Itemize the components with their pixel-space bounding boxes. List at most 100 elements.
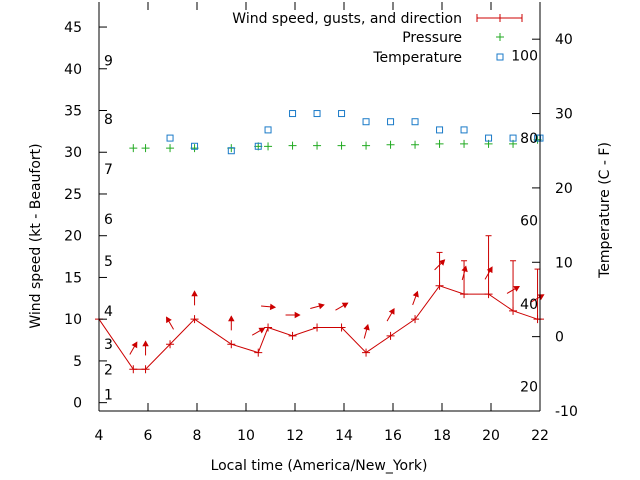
fahrenheit-label: 100 (511, 49, 538, 65)
x-tick-label: 10 (237, 428, 255, 444)
temperature-point (411, 118, 419, 126)
fahrenheit-label: 40 (520, 297, 538, 313)
direction-arrowhead (341, 302, 349, 309)
wind-point (254, 348, 263, 357)
legend-wind-marker (496, 14, 504, 22)
direction-arrowhead (486, 266, 493, 274)
x-tick-label: 18 (433, 428, 451, 444)
direction-arrowhead (412, 290, 419, 298)
y2-tick-label: 0 (555, 330, 564, 346)
y-tick-label: 5 (73, 354, 82, 370)
plot-marks (95, 110, 545, 374)
pressure-point (386, 140, 395, 149)
x-tick-label: 22 (531, 428, 549, 444)
y-tick-label: 0 (73, 396, 82, 412)
temperature-point (289, 110, 297, 118)
y2-tick-label: 10 (555, 255, 573, 271)
pressure-point (411, 140, 420, 149)
wind-point (129, 365, 138, 374)
temperature-point (254, 142, 262, 150)
legend-label: Temperature (372, 50, 462, 66)
direction-arrowhead (191, 290, 198, 297)
pressure-point (264, 142, 273, 151)
pressure-point (166, 144, 175, 153)
legend-pressure-marker (496, 33, 504, 41)
x-tick-label: 20 (482, 428, 500, 444)
direction-arrowhead (513, 285, 521, 292)
tick-labels: 4 6 8 10 12 14 16 18 20 22051015202530354045-1001… (64, 20, 578, 444)
wind-point (337, 323, 346, 332)
direction-arrowhead (537, 294, 545, 301)
temperature-point (485, 134, 493, 142)
pressure-point (337, 141, 346, 150)
y2-axis-label: Temperature (C - F) (597, 142, 613, 279)
direction-arrowhead (269, 303, 277, 311)
temperature-point (227, 147, 235, 155)
temperature-point (166, 134, 174, 142)
y-tick-label: 30 (64, 145, 82, 161)
wind-point (227, 340, 236, 349)
temperature-point (436, 126, 444, 134)
direction-arrowhead (228, 315, 235, 322)
wind-point (141, 365, 150, 374)
legend-label: Wind speed, gusts, and direction (232, 11, 462, 27)
x-axis-label: Local time (America/New_York) (211, 458, 428, 474)
beaufort-label: 9 (104, 53, 113, 69)
beaufort-label: 4 (104, 304, 113, 320)
temperature-point (387, 118, 395, 126)
y-tick-label: 35 (64, 104, 82, 120)
beaufort-label: 2 (104, 362, 113, 378)
wind-point (288, 331, 297, 340)
temperature-point (509, 134, 517, 142)
direction-arrowhead (461, 265, 468, 273)
temperature-point (338, 110, 346, 118)
pressure-point (141, 144, 150, 153)
x-tick-label: 16 (384, 428, 402, 444)
pressure-point (435, 139, 444, 148)
direction-arrowhead (166, 316, 172, 324)
x-tick-label: 4 (95, 428, 104, 444)
beaufort-label: 7 (104, 162, 113, 178)
x-tick-label: 12 (286, 428, 304, 444)
direction-arrowhead (258, 327, 266, 334)
beaufort-label: 6 (104, 212, 113, 228)
x-tick-label: 14 (335, 428, 353, 444)
beaufort-label: 8 (104, 112, 113, 128)
temperature-point (313, 110, 321, 118)
x-tick-label: 8 (193, 428, 202, 444)
direction-arrowhead (131, 341, 138, 349)
pressure-point (460, 139, 469, 148)
wind-point (166, 340, 175, 349)
y-tick-label: 10 (64, 312, 82, 328)
temperature-point (264, 126, 272, 134)
legend-label: Pressure (402, 30, 462, 46)
y2-tick-label: 40 (555, 32, 573, 48)
pressure-point (362, 141, 371, 150)
direction-arrowhead (294, 311, 301, 319)
legend: Wind speed, gusts, and direction Pressure… (232, 11, 523, 66)
fahrenheit-label: 80 (520, 131, 538, 147)
y-tick-label: 20 (64, 229, 82, 245)
y2-tick-label: -10 (555, 404, 578, 420)
temperature-point (191, 142, 199, 150)
wind-point (264, 323, 273, 332)
pressure-point (129, 144, 138, 153)
axes (98, 2, 541, 412)
pressure-point (313, 141, 322, 150)
y-tick-label: 45 (64, 20, 82, 36)
wind-point (362, 348, 371, 357)
direction-arrowhead (142, 340, 149, 347)
y-axis-label: Wind speed (kt - Beaufort) (28, 143, 44, 328)
x-tick-label: 6 (144, 428, 153, 444)
beaufort-label: 5 (104, 254, 113, 270)
temperature-point (362, 118, 370, 126)
y2-tick-label: 30 (555, 107, 573, 123)
wind-point (386, 331, 395, 340)
y-tick-label: 25 (64, 187, 82, 203)
beaufort-label: 1 (104, 387, 113, 403)
pressure-point (288, 141, 297, 150)
wind-point (190, 315, 199, 324)
y-tick-label: 15 (64, 270, 82, 286)
wind-point (411, 315, 420, 324)
